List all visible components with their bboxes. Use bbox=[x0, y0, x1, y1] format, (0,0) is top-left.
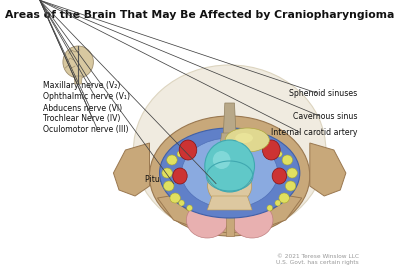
Ellipse shape bbox=[285, 181, 296, 191]
Text: Optic chiasm: Optic chiasm bbox=[214, 175, 266, 184]
Ellipse shape bbox=[173, 168, 187, 184]
Text: Trochlear Nerve (IV): Trochlear Nerve (IV) bbox=[43, 114, 120, 123]
Polygon shape bbox=[114, 143, 150, 196]
Ellipse shape bbox=[179, 200, 184, 206]
Polygon shape bbox=[220, 133, 239, 146]
Ellipse shape bbox=[276, 151, 282, 157]
Ellipse shape bbox=[275, 200, 280, 206]
Polygon shape bbox=[158, 196, 302, 233]
Ellipse shape bbox=[182, 138, 278, 208]
Ellipse shape bbox=[267, 205, 272, 211]
Polygon shape bbox=[310, 143, 346, 196]
Text: Maxillary nerve (V₂): Maxillary nerve (V₂) bbox=[43, 81, 120, 90]
Ellipse shape bbox=[208, 167, 252, 205]
Ellipse shape bbox=[187, 205, 192, 211]
Ellipse shape bbox=[205, 140, 254, 192]
Ellipse shape bbox=[287, 168, 297, 178]
Text: Internal carotid artery: Internal carotid artery bbox=[271, 128, 357, 137]
Polygon shape bbox=[223, 103, 236, 136]
Ellipse shape bbox=[279, 193, 289, 203]
Ellipse shape bbox=[164, 181, 174, 191]
Ellipse shape bbox=[186, 202, 228, 238]
Text: Oculomotor nerve (III): Oculomotor nerve (III) bbox=[43, 125, 128, 134]
Text: Abducens nerve (VI): Abducens nerve (VI) bbox=[43, 103, 122, 113]
Ellipse shape bbox=[225, 128, 269, 152]
Ellipse shape bbox=[231, 202, 273, 238]
Ellipse shape bbox=[162, 168, 172, 178]
Ellipse shape bbox=[179, 140, 197, 160]
Polygon shape bbox=[207, 196, 252, 210]
Text: Ophthalmic nerve (V₁): Ophthalmic nerve (V₁) bbox=[43, 92, 130, 101]
Text: Sphenoid sinuses: Sphenoid sinuses bbox=[289, 89, 357, 98]
Text: Cavernous sinus: Cavernous sinus bbox=[293, 112, 357, 121]
Ellipse shape bbox=[63, 46, 93, 78]
Ellipse shape bbox=[160, 128, 300, 218]
Ellipse shape bbox=[272, 168, 286, 184]
Ellipse shape bbox=[235, 133, 253, 143]
Ellipse shape bbox=[282, 155, 292, 165]
Polygon shape bbox=[226, 203, 234, 236]
Ellipse shape bbox=[170, 193, 180, 203]
Text: © 2021 Terese Winslow LLC
U.S. Govt. has certain rights: © 2021 Terese Winslow LLC U.S. Govt. has… bbox=[276, 254, 359, 265]
Ellipse shape bbox=[167, 155, 177, 165]
Text: Pituitary gland: Pituitary gland bbox=[145, 175, 202, 184]
Ellipse shape bbox=[262, 140, 280, 160]
Polygon shape bbox=[74, 76, 82, 84]
Ellipse shape bbox=[150, 116, 310, 236]
Ellipse shape bbox=[213, 151, 230, 169]
Ellipse shape bbox=[177, 151, 183, 157]
Text: Areas of the Brain That May Be Affected by Craniopharyngioma: Areas of the Brain That May Be Affected … bbox=[5, 10, 395, 20]
Ellipse shape bbox=[134, 65, 326, 235]
